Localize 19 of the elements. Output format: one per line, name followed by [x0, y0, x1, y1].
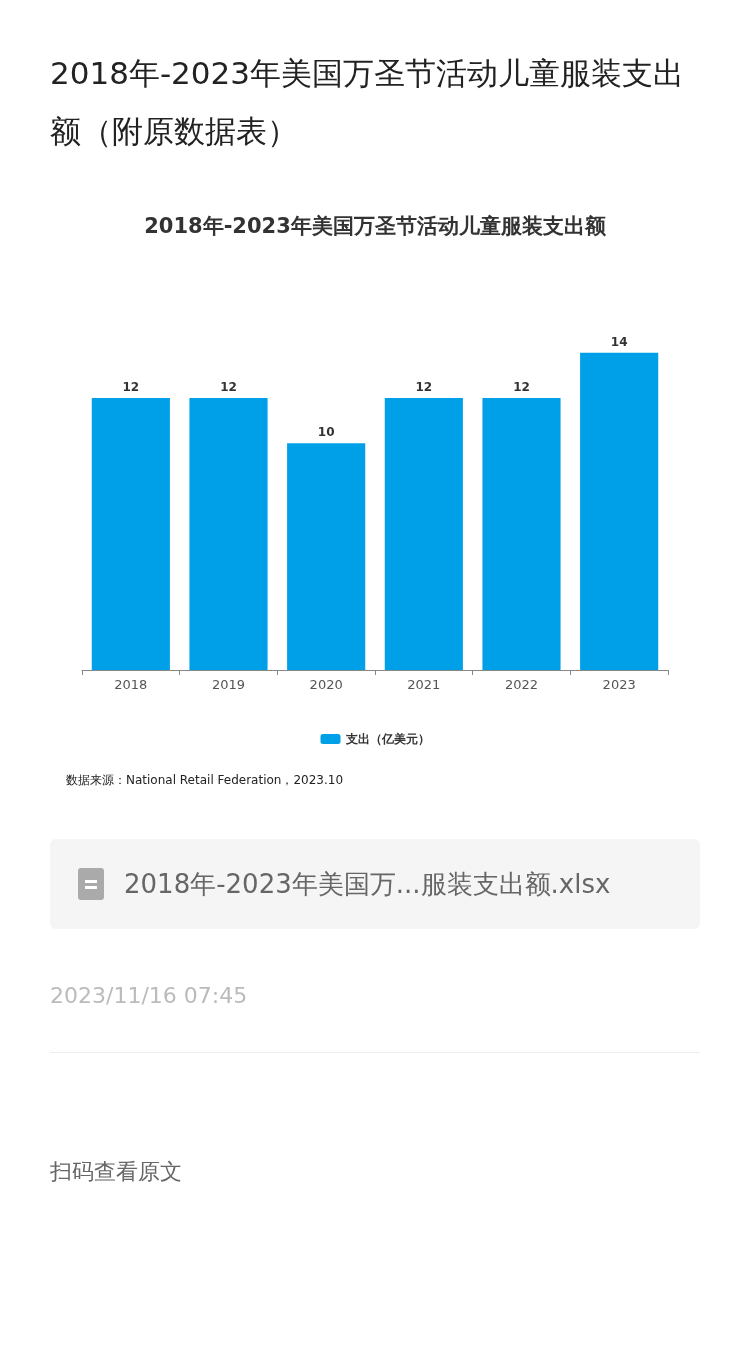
x-tick-label: 2019 — [211, 677, 246, 692]
x-tick-label: 2022 — [504, 677, 539, 692]
chart-subtitle: 2018年-2023年美国万圣节活动儿童服装支出额 — [144, 213, 607, 238]
x-tick-label: 2018 — [114, 677, 148, 692]
data-label: 12 — [513, 380, 530, 394]
data-label: 10 — [317, 425, 335, 440]
source-note: 数据来源：National Retail Federation，2023.10 — [65, 772, 345, 789]
x-tick-label: 2020 — [309, 677, 343, 692]
data-label: 12 — [122, 380, 140, 394]
x-tick-label: 2023 — [602, 677, 636, 692]
x-tick-label: 2021 — [407, 677, 441, 692]
data-label: 14 — [610, 334, 628, 349]
legend-label: 支出（亿美元） — [344, 732, 430, 746]
chart-title: 2018年-2023年美国万圣节活动儿童服装支出额（附原数据表） — [49, 54, 685, 151]
text: 扫码查看原文 — [49, 1158, 183, 1186]
text: 2023/11/16 07:45 — [49, 982, 249, 1008]
text: 2018年-2023年美国万...服装支出额.xlsx — [124, 867, 611, 901]
data-label: 12 — [415, 380, 433, 394]
data-label: 12 — [220, 380, 237, 394]
